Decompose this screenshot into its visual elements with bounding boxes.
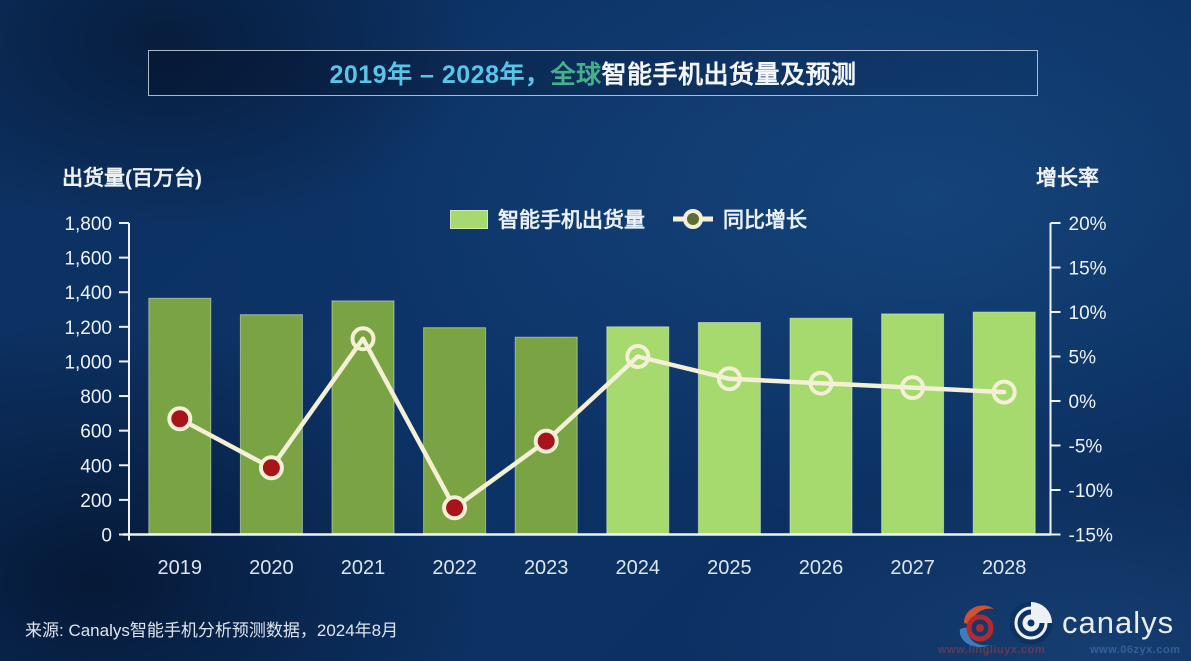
right-tick-label: 5% — [1069, 348, 1097, 369]
chart-legend: 智能手机出货量 同比增长 — [450, 203, 807, 235]
right-tick-label: 15% — [1069, 259, 1107, 280]
growth-marker-2023 — [533, 428, 559, 454]
growth-marker-2028 — [991, 379, 1017, 405]
left-tick-label: 0 — [101, 526, 112, 547]
canalys-logo-icon — [1009, 601, 1053, 645]
legend-line-marker-icon — [673, 209, 713, 229]
x-label-2026: 2026 — [799, 557, 844, 579]
right-tick-label: 10% — [1069, 303, 1107, 324]
legend-line-label: 同比增长 — [723, 209, 807, 232]
x-label-2027: 2027 — [890, 557, 935, 579]
canalys-wordmark: canalys — [1062, 605, 1175, 640]
watermark-url-2: www.06zyx.com — [1090, 644, 1181, 656]
left-axis-title: 出货量(百万台) — [62, 167, 202, 190]
source-note: 来源: Canalys智能手机分析预测数据，2024年8月 — [25, 621, 399, 640]
legend-bar-label: 智能手机出货量 — [498, 209, 645, 232]
right-axis-title: 增长率 — [1036, 167, 1099, 190]
left-tick-label: 400 — [80, 456, 112, 477]
bar-2025 — [697, 322, 761, 534]
left-tick-label: 1,600 — [64, 249, 112, 270]
x-label-2020: 2020 — [249, 557, 294, 579]
left-tick-label: 1,200 — [64, 318, 112, 339]
legend-bar-swatch-icon — [450, 209, 488, 229]
growth-marker-2025 — [716, 366, 742, 392]
growth-marker-2019 — [167, 406, 193, 432]
title-range: 2019年 – 2028年， — [329, 61, 551, 89]
canalys-logo: canalys — [1008, 600, 1174, 646]
bar-2021 — [331, 300, 395, 534]
bar-2020 — [239, 314, 303, 535]
growth-marker-2026 — [808, 370, 834, 396]
growth-marker-2020 — [258, 455, 284, 481]
right-tick-label: 0% — [1069, 392, 1097, 413]
bar-2028 — [972, 311, 1036, 534]
left-tick-label: 1,400 — [64, 283, 112, 304]
x-label-2022: 2022 — [432, 557, 477, 579]
x-label-2021: 2021 — [341, 557, 386, 579]
right-tick-label: -5% — [1069, 437, 1103, 458]
right-tick-label: -10% — [1069, 481, 1113, 502]
growth-line — [177, 336, 1007, 511]
growth-marker-2022 — [442, 495, 468, 521]
chart-title: 2019年 – 2028年， 全球 智能手机出货量及预测 — [148, 50, 1038, 96]
bar-2027 — [881, 313, 945, 534]
left-tick-label: 1,800 — [64, 214, 112, 235]
bar-2026 — [789, 317, 853, 535]
watermark-url-1: www.lingliuyx.com — [938, 644, 1046, 656]
left-tick-label: 1,000 — [64, 352, 112, 373]
right-tick-label: 20% — [1069, 214, 1107, 235]
x-label-2025: 2025 — [707, 557, 752, 579]
title-scope: 全球 — [550, 61, 602, 89]
x-label-2028: 2028 — [982, 557, 1027, 579]
left-tick-label: 200 — [80, 491, 112, 512]
title-rest: 智能手机出货量及预测 — [601, 61, 857, 89]
x-label-2024: 2024 — [616, 557, 661, 579]
right-tick-label: -15% — [1069, 526, 1113, 547]
left-tick-label: 600 — [80, 422, 112, 443]
growth-marker-2027 — [900, 375, 926, 401]
growth-marker-2024 — [625, 344, 651, 369]
x-label-2023: 2023 — [524, 557, 569, 579]
growth-marker-2021 — [350, 326, 376, 352]
left-tick-label: 800 — [80, 387, 112, 408]
watermark-logo-icon — [959, 605, 994, 648]
x-label-2019: 2019 — [158, 557, 203, 579]
